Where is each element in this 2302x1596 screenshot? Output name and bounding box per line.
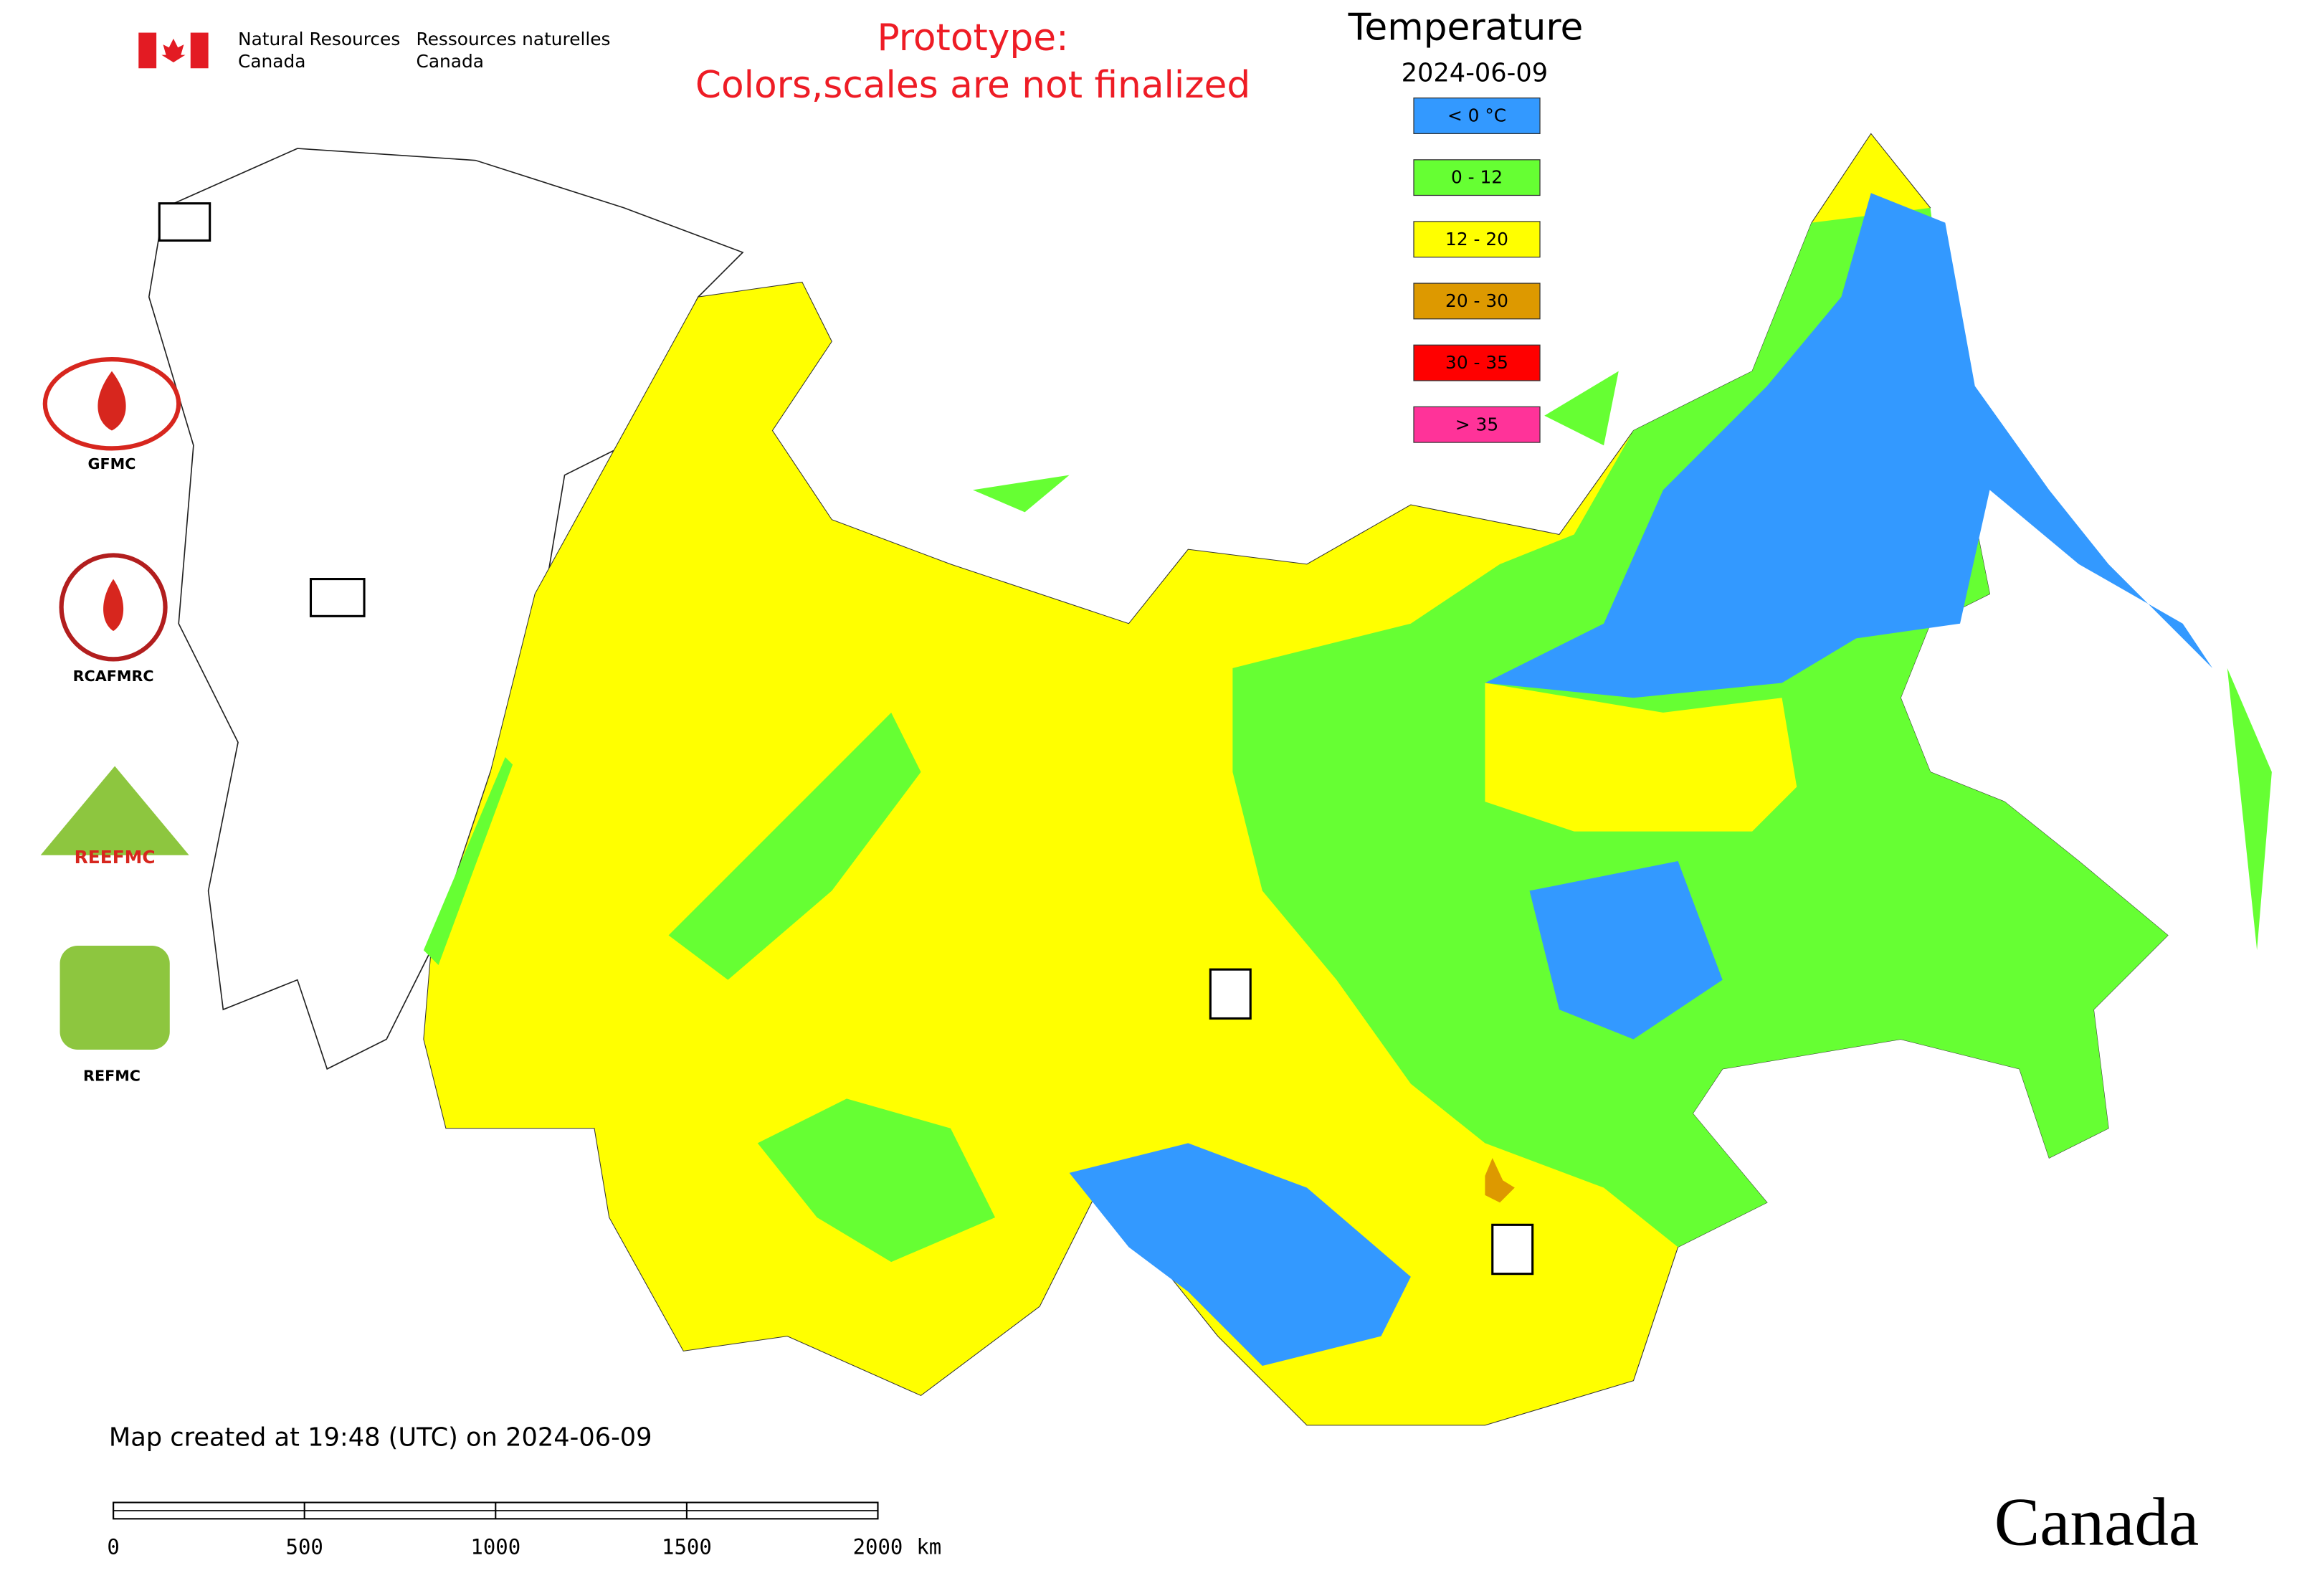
region (1069, 1143, 1411, 1367)
legend-swatch (1413, 282, 1541, 320)
legend-label: 30 - 35 (1445, 352, 1508, 373)
logo-label: GFMC (88, 455, 136, 472)
logo-label: REFMC (83, 1067, 141, 1084)
map-title: Temperature (1348, 6, 1584, 49)
legend: < 0 °C 0 - 12 12 - 20 20 - 30 30 - 35 > 35 (1413, 98, 1541, 443)
header: Natural Resources Canada Ressources natu… (138, 16, 1250, 107)
logo-reefmc (40, 766, 189, 855)
flag-band (138, 32, 157, 69)
scale-label: 1000 (470, 1535, 520, 1559)
legend-swatch (1413, 221, 1541, 258)
scale-label: 0 (107, 1535, 119, 1559)
scale-bar: 0 500 1000 1500 2000 km (107, 1501, 941, 1559)
agency-fr: Ressources naturelles (417, 29, 611, 49)
region (1529, 861, 1723, 1040)
maple-leaf (161, 38, 186, 62)
logo-label: RCAFMRC (73, 668, 154, 685)
legend-swatch (1413, 159, 1541, 196)
scale-label: 1500 (662, 1535, 712, 1559)
flag-band (190, 32, 209, 69)
logo-refmc (60, 946, 170, 1050)
scale-label: 2000 (853, 1535, 903, 1559)
logo-flame (97, 371, 126, 431)
center-marker (309, 578, 366, 617)
legend-swatch (1413, 344, 1541, 381)
notice: Prototype: (877, 16, 1068, 60)
legend-label: 0 - 12 (1451, 167, 1503, 188)
scale-unit: km (916, 1535, 941, 1559)
agency-en: Canada (238, 51, 305, 72)
region (668, 712, 921, 980)
footnote: Map created at 19:48 (UTC) on 2024-06-09 (109, 1423, 652, 1453)
legend-label: < 0 °C (1447, 105, 1506, 126)
center-marker (158, 202, 211, 242)
center-marker (1491, 1223, 1534, 1276)
legend-swatch (1413, 406, 1541, 443)
legend-swatch (1413, 98, 1541, 134)
scale-label: 500 (286, 1535, 323, 1559)
map-date: 2024-06-09 (1402, 59, 1549, 88)
region (1485, 683, 1797, 832)
center-marker (1209, 968, 1252, 1020)
legend-label: 12 - 20 (1445, 229, 1508, 250)
region (757, 1098, 996, 1263)
agency-en: Natural Resources (238, 29, 400, 49)
logo-flame (103, 579, 124, 632)
region (423, 757, 513, 965)
region (1485, 1158, 1515, 1203)
agency-fr: Canada (417, 51, 484, 72)
legend-label: 20 - 30 (1445, 290, 1508, 311)
map (148, 133, 2272, 1426)
logos: GFMC RCAFMRC REEFMC REFMC (40, 357, 189, 1084)
logo-label: REEFMC (75, 847, 156, 868)
legend-label: > 35 (1455, 414, 1498, 434)
region (1485, 193, 2213, 698)
wordmark: Canada (1994, 1484, 2199, 1560)
notice: Colors,scales are not finalized (695, 64, 1250, 107)
